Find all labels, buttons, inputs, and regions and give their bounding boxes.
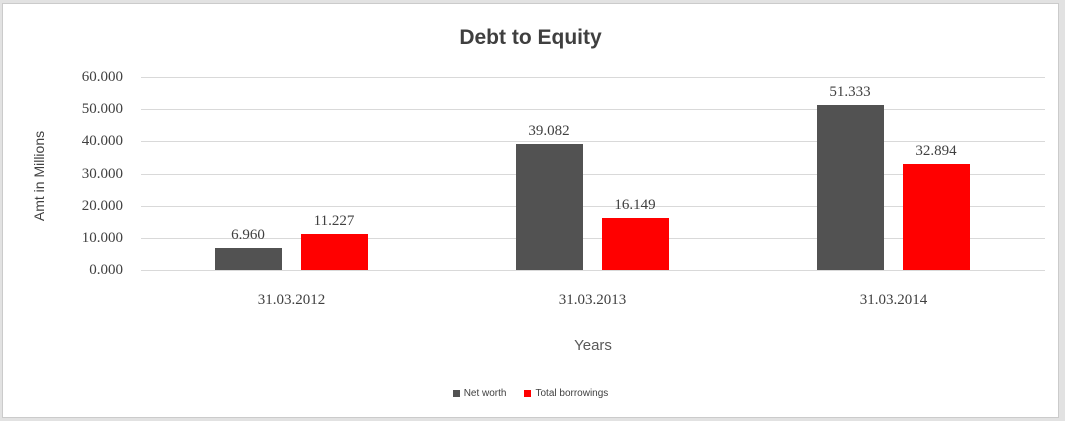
y-tick-label: 40.000 bbox=[81, 133, 123, 150]
y-tick-label: 0.000 bbox=[89, 262, 123, 278]
net-worth-swatch-icon bbox=[452, 390, 460, 397]
bar-total-borrowings bbox=[602, 218, 669, 270]
gridline bbox=[141, 173, 1045, 175]
gridline bbox=[141, 270, 1045, 271]
category-group-2012: 6.960 11.227 31.03.2012 bbox=[141, 77, 442, 308]
y-tick-label: 50.000 bbox=[81, 101, 123, 118]
legend-item-total-borrowings: Total borrowings bbox=[524, 388, 608, 399]
category-group-2014: 51.333 32.894 31.03.2014 bbox=[743, 77, 1044, 308]
chart-canvas: Debt to Equity Amt in Millions 0.000 10.0… bbox=[2, 3, 1059, 418]
gridline bbox=[141, 109, 1045, 111]
gridline bbox=[141, 141, 1045, 143]
bar-value-label: 51.333 bbox=[829, 83, 871, 100]
total-borrowings-swatch-icon bbox=[524, 390, 532, 397]
bar-net-worth bbox=[817, 104, 884, 270]
x-category-label: 31.03.2013 bbox=[558, 292, 627, 308]
plot-area: 6.960 11.227 31.03.2012 39.082 16.149 31… bbox=[141, 77, 1045, 308]
y-tick-label: 10.000 bbox=[81, 229, 123, 246]
bar-net-worth bbox=[516, 144, 583, 270]
y-tick-label: 20.000 bbox=[81, 197, 123, 214]
bar-value-label: 16.149 bbox=[614, 197, 656, 214]
legend: Net worth Total borrowings bbox=[3, 388, 1058, 399]
bar-total-borrowings bbox=[903, 164, 970, 270]
bar-value-label: 39.082 bbox=[528, 123, 570, 140]
x-axis-title: Years bbox=[574, 337, 612, 354]
gridline bbox=[141, 237, 1045, 239]
bar-value-label: 11.227 bbox=[313, 212, 355, 229]
gridline bbox=[141, 77, 1045, 78]
chart-title: Debt to Equity bbox=[459, 26, 602, 49]
bar-net-worth bbox=[215, 247, 282, 270]
y-tick-label: 60.000 bbox=[81, 69, 123, 85]
gridline bbox=[141, 205, 1045, 207]
category-group-2013: 39.082 16.149 31.03.2013 bbox=[442, 77, 743, 308]
x-category-label: 31.03.2012 bbox=[257, 292, 326, 308]
x-category-label: 31.03.2014 bbox=[859, 292, 928, 308]
y-tick-label: 30.000 bbox=[81, 165, 123, 182]
bar-value-label: 6.960 bbox=[231, 226, 265, 243]
legend-label: Net worth bbox=[463, 388, 507, 399]
bar-total-borrowings bbox=[301, 233, 368, 270]
legend-item-net-worth: Net worth bbox=[452, 388, 507, 399]
y-tick-labels: 0.000 10.000 20.000 30.000 40.000 50.000 60.00… bbox=[3, 69, 123, 278]
legend-label: Total borrowings bbox=[535, 388, 609, 399]
bar-value-label: 32.894 bbox=[915, 143, 957, 160]
